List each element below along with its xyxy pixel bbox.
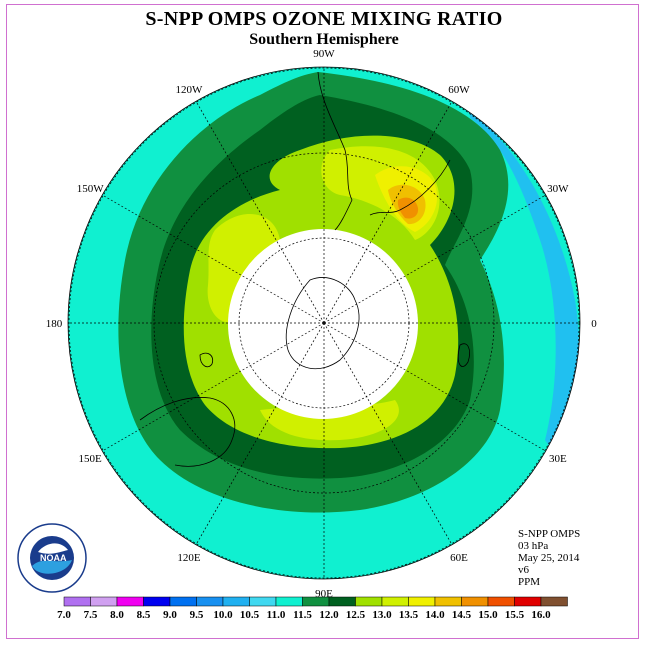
longitude-label: 180 [46,318,63,330]
noaa-logo: NOAA [16,522,88,594]
longitude-label: 120W [176,84,204,96]
colorbar-tick-label: 14.0 [425,609,445,621]
meridian-line [102,322,325,452]
colorbar-tick-label: 11.0 [267,609,286,621]
colorbar-swatch [302,596,330,607]
meridian-line [195,322,325,545]
colorbar-tick-label: 8.5 [137,609,151,621]
colorbar-swatch [514,596,542,607]
polar-night-mask [228,229,418,419]
colorbar-tick-label: 16.0 [531,609,551,621]
longitude-label: 60E [450,552,468,564]
longitude-label: 0 [591,318,597,330]
info-date: May 25, 2014 [518,552,580,564]
coast-antarctica [285,277,360,369]
longitude-label: 90W [313,48,335,60]
meridian-line [323,322,546,452]
colorbar-tick-label: 7.0 [57,609,71,621]
colorbar-swatch [143,596,171,607]
colorbar-swatch [461,596,489,607]
longitude-label: 120E [177,552,201,564]
meridian-line [323,194,546,324]
noaa-logo-text: NOAA [40,553,67,563]
colorbar-tick-label: 12.5 [346,609,366,621]
info-level: 03 hPa [518,540,549,552]
longitude-label: 30E [549,453,567,465]
graticule [68,67,580,579]
colorbar-swatch [381,596,409,607]
colorbar-swatch [116,596,144,607]
colorbar-swatch [196,596,224,607]
page-title: S-NPP OMPS OZONE MIXING RATIO [145,8,503,30]
coast-africa [369,159,451,216]
coast-new-zealand [199,352,214,368]
colorbar-tick-label: 13.5 [399,609,419,621]
page-subtitle: Southern Hemisphere [249,31,399,48]
colorbar-tick-label: 11.5 [293,609,312,621]
colorbar-tick-label: 12.0 [319,609,339,621]
coast-south-america [317,71,353,231]
colorbar-swatch [63,596,91,607]
colorbar-tick-label: 13.0 [372,609,392,621]
colorbar-swatch [487,596,515,607]
colorbar-tick-label: 10.0 [213,609,233,621]
colorbar-tick-label: 15.5 [505,609,525,621]
coast-australia [139,397,236,467]
meridian-line [195,101,325,324]
longitude-label: 150W [77,183,105,195]
contour-14 [397,197,419,219]
colorbar-swatch [434,596,462,607]
figure-frame [6,4,639,639]
meridian-line [102,194,325,324]
info-version: v6 [518,564,529,576]
longitude-label: 60W [448,84,470,96]
colorbar-swatch [540,596,568,607]
colorbar-tick-label: 14.5 [452,609,472,621]
colorbar-tick-label: 7.5 [84,609,98,621]
ozone-field [68,67,580,579]
colorbar-tick-label: 9.0 [163,609,177,621]
info-units: PPM [518,576,541,588]
colorbar-tick-label: 10.5 [240,609,260,621]
map-boundary [67,66,581,580]
colorbar-swatch [90,596,118,607]
colorbar-tick-label: 8.0 [110,609,124,621]
colorbar-swatch [328,596,356,607]
colorbar-swatch [355,596,383,607]
colorbar-swatch [222,596,250,607]
info-instrument: S-NPP OMPS [518,528,581,540]
colorbar-tick-label: 9.5 [190,609,204,621]
coastlines [139,71,470,467]
colorbar-swatch [275,596,303,607]
meridian-line [323,322,453,545]
colorbar-swatch [249,596,277,607]
colorbar-tick-label: 15.0 [478,609,498,621]
longitude-label: 150E [79,453,103,465]
longitude-label: 30W [547,183,569,195]
coast-madagascar [457,343,470,367]
colorbar-swatch [408,596,436,607]
colorbar-swatch [169,596,197,607]
latitude-circle [68,67,580,579]
contour-12-5-west [207,213,281,323]
